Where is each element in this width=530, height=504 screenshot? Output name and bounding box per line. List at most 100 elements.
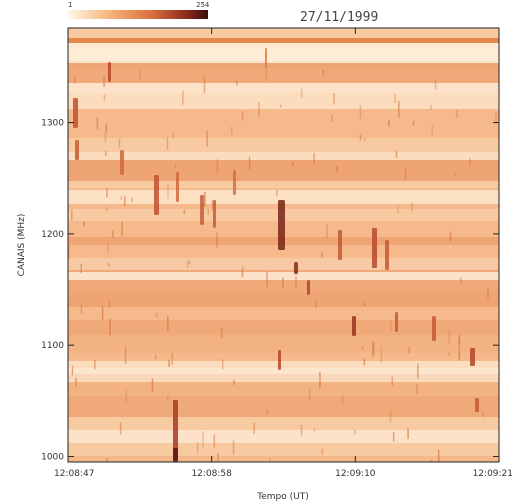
burst-speck [458, 352, 461, 361]
burst-speck [354, 430, 356, 435]
burst-speck [106, 206, 109, 212]
burst-speck [155, 312, 158, 318]
frequency-band [68, 380, 499, 396]
frequency-band [68, 443, 499, 456]
burst-streak [108, 62, 111, 82]
burst-speck [437, 449, 440, 462]
spectrogram-bursts [68, 48, 497, 462]
bright-band [68, 190, 499, 204]
burst-streak [432, 316, 436, 341]
burst-speck [430, 105, 432, 110]
x-axis: 12:08:47 12:08:58 12:09:10 12:09:21 [54, 28, 513, 479]
burst-speck [390, 320, 392, 332]
burst-speck [138, 68, 141, 81]
burst-speck [454, 172, 456, 176]
frequency-band [68, 152, 499, 160]
burst-speck [96, 117, 99, 130]
burst-speck [431, 125, 433, 136]
x-axis-label: Tempo (UT) [256, 492, 308, 502]
burst-speck [211, 200, 214, 212]
burst-speck [407, 428, 409, 440]
burst-speck [411, 202, 414, 211]
burst-speck [326, 223, 328, 239]
burst-speck [80, 304, 83, 314]
burst-speck [183, 209, 185, 214]
burst-speck [241, 110, 244, 121]
y-tick-label: 1100 [41, 341, 64, 351]
burst-speck [412, 120, 415, 126]
chart-title: 27/11/1999 [300, 10, 378, 25]
burst-streak [154, 175, 159, 215]
burst-speck [248, 156, 251, 171]
frequency-band [68, 61, 499, 68]
frequency-band [68, 417, 499, 430]
burst-speck [380, 346, 383, 363]
burst-speck [300, 88, 303, 99]
burst-streak [307, 280, 310, 295]
burst-speck [363, 358, 366, 366]
y-tick-label: 1000 [41, 452, 64, 462]
frequency-band [68, 272, 499, 280]
burst-speck [314, 300, 317, 309]
burst-speck [119, 422, 122, 435]
burst-speck [233, 379, 235, 385]
frequency-band [68, 138, 499, 152]
burst-speck [300, 424, 303, 436]
frequency-band [68, 396, 499, 417]
y-axis-label: CANAIS (MHz) [17, 214, 27, 277]
burst-streak [278, 200, 285, 250]
burst-speck [104, 132, 107, 143]
burst-speck [363, 302, 366, 307]
burst-speck [213, 434, 216, 448]
burst-speck [103, 76, 105, 87]
burst-speck [417, 363, 419, 379]
burst-streak [294, 262, 298, 274]
burst-speck [216, 159, 219, 173]
burst-speck [416, 383, 418, 394]
burst-speck [186, 260, 189, 269]
y-tick-label: 1200 [41, 230, 64, 240]
burst-streak [395, 312, 398, 332]
burst-streak [470, 348, 475, 366]
burst-speck [495, 113, 497, 123]
burst-speck [168, 359, 170, 367]
burst-speck [108, 300, 111, 308]
burst-speck [361, 346, 364, 350]
burst-streak [173, 448, 178, 462]
burst-speck [359, 134, 362, 141]
burst-speck [241, 268, 243, 277]
frequency-band [68, 245, 499, 258]
x-tick-label: 12:08:58 [191, 469, 232, 479]
frequency-band [68, 335, 499, 353]
burst-speck [171, 352, 173, 365]
frequency-band [68, 28, 499, 41]
burst-streak [176, 172, 179, 202]
burst-speck [253, 423, 255, 434]
burst-speck [202, 431, 204, 448]
bright-band [68, 258, 499, 270]
burst-speck [207, 208, 209, 215]
x-tick-label: 12:09:10 [335, 469, 376, 479]
burst-speck [83, 221, 85, 227]
frequency-band [68, 307, 499, 320]
burst-speck [236, 80, 238, 86]
colorbar-max-label: 254 [196, 1, 210, 9]
bright-band [68, 43, 499, 63]
burst-speck [74, 77, 76, 84]
frequency-band [68, 291, 499, 298]
burst-streak [475, 398, 479, 412]
burst-streak [338, 230, 342, 260]
burst-speck [167, 315, 169, 331]
burst-streak [213, 200, 216, 228]
burst-speck [231, 126, 233, 135]
burst-speck [151, 378, 154, 392]
burst-speck [75, 139, 78, 148]
frequency-band [68, 181, 499, 188]
burst-speck [388, 119, 390, 127]
colorbar: 1 254 [68, 1, 210, 19]
x-tick-label: 12:09:21 [473, 469, 513, 479]
burst-speck [68, 245, 70, 259]
burst-speck [154, 354, 157, 360]
burst-speck [105, 150, 107, 156]
